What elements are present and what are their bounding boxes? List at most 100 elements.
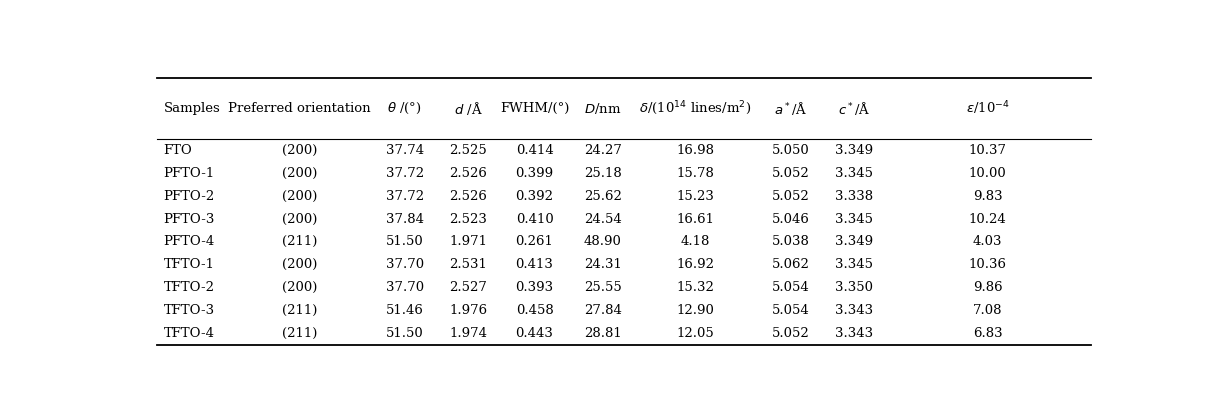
Text: 2.525: 2.525 <box>449 144 487 157</box>
Text: (200): (200) <box>281 281 317 294</box>
Text: $a^*$/Å: $a^*$/Å <box>773 100 808 117</box>
Text: 51.50: 51.50 <box>386 327 424 340</box>
Text: 1.971: 1.971 <box>449 235 487 248</box>
Text: $\varepsilon$/10$^{-4}$: $\varepsilon$/10$^{-4}$ <box>966 100 1010 117</box>
Text: (200): (200) <box>281 190 317 203</box>
Text: 3.343: 3.343 <box>836 304 873 317</box>
Text: 4.18: 4.18 <box>681 235 710 248</box>
Text: 0.413: 0.413 <box>515 258 553 271</box>
Text: 24.31: 24.31 <box>585 258 622 271</box>
Text: 10.36: 10.36 <box>968 258 1006 271</box>
Text: 3.349: 3.349 <box>836 144 873 157</box>
Text: 5.054: 5.054 <box>771 304 809 317</box>
Text: 12.05: 12.05 <box>676 327 714 340</box>
Text: 4.03: 4.03 <box>973 235 1002 248</box>
Text: 2.531: 2.531 <box>449 258 487 271</box>
Text: 0.392: 0.392 <box>515 190 553 203</box>
Text: 37.72: 37.72 <box>386 167 424 180</box>
Text: PFTO-1: PFTO-1 <box>163 167 214 180</box>
Text: 27.84: 27.84 <box>585 304 622 317</box>
Text: PFTO-4: PFTO-4 <box>163 235 214 248</box>
Text: 1.974: 1.974 <box>449 327 487 340</box>
Text: 5.038: 5.038 <box>771 235 809 248</box>
Text: $\theta$ /(°): $\theta$ /(°) <box>387 101 423 116</box>
Text: 9.86: 9.86 <box>973 281 1002 294</box>
Text: 51.50: 51.50 <box>386 235 424 248</box>
Text: 0.458: 0.458 <box>515 304 553 317</box>
Text: 37.70: 37.70 <box>386 281 424 294</box>
Text: 2.527: 2.527 <box>449 281 487 294</box>
Text: 3.345: 3.345 <box>836 167 873 180</box>
Text: 10.24: 10.24 <box>968 213 1006 226</box>
Text: 37.84: 37.84 <box>386 213 424 226</box>
Text: 28.81: 28.81 <box>585 327 622 340</box>
Text: 37.74: 37.74 <box>386 144 424 157</box>
Text: 0.393: 0.393 <box>515 281 554 294</box>
Text: 3.350: 3.350 <box>836 281 873 294</box>
Text: 3.345: 3.345 <box>836 213 873 226</box>
Text: FWHM/(°): FWHM/(°) <box>499 102 569 115</box>
Text: 10.37: 10.37 <box>968 144 1006 157</box>
Text: (211): (211) <box>281 235 317 248</box>
Text: $d$ /Å: $d$ /Å <box>454 100 482 117</box>
Text: 16.92: 16.92 <box>676 258 714 271</box>
Text: 37.72: 37.72 <box>386 190 424 203</box>
Text: (211): (211) <box>281 304 317 317</box>
Text: $D$/nm: $D$/nm <box>585 101 621 116</box>
Text: 15.78: 15.78 <box>676 167 714 180</box>
Text: Samples: Samples <box>163 102 220 115</box>
Text: 0.410: 0.410 <box>515 213 553 226</box>
Text: TFTO-4: TFTO-4 <box>163 327 214 340</box>
Text: 3.343: 3.343 <box>836 327 873 340</box>
Text: 16.98: 16.98 <box>676 144 714 157</box>
Text: 15.23: 15.23 <box>676 190 714 203</box>
Text: 25.55: 25.55 <box>585 281 622 294</box>
Text: 3.338: 3.338 <box>836 190 873 203</box>
Text: 3.345: 3.345 <box>836 258 873 271</box>
Text: 37.70: 37.70 <box>386 258 424 271</box>
Text: 12.90: 12.90 <box>676 304 714 317</box>
Text: (211): (211) <box>281 327 317 340</box>
Text: $c^*$/Å: $c^*$/Å <box>838 100 871 117</box>
Text: $\delta$/(10$^{14}$ lines/m$^2$): $\delta$/(10$^{14}$ lines/m$^2$) <box>639 100 752 117</box>
Text: 24.27: 24.27 <box>585 144 622 157</box>
Text: 5.052: 5.052 <box>771 167 809 180</box>
Text: 16.61: 16.61 <box>676 213 714 226</box>
Text: 7.08: 7.08 <box>973 304 1002 317</box>
Text: TFTO-2: TFTO-2 <box>163 281 214 294</box>
Text: 0.261: 0.261 <box>515 235 553 248</box>
Text: 5.050: 5.050 <box>771 144 809 157</box>
Text: 6.83: 6.83 <box>973 327 1002 340</box>
Text: 5.052: 5.052 <box>771 190 809 203</box>
Text: 0.443: 0.443 <box>515 327 553 340</box>
Text: TFTO-3: TFTO-3 <box>163 304 214 317</box>
Text: 2.523: 2.523 <box>449 213 487 226</box>
Text: FTO: FTO <box>163 144 192 157</box>
Text: (200): (200) <box>281 144 317 157</box>
Text: 5.062: 5.062 <box>771 258 809 271</box>
Text: 24.54: 24.54 <box>585 213 622 226</box>
Text: (200): (200) <box>281 258 317 271</box>
Text: 15.32: 15.32 <box>676 281 714 294</box>
Text: PFTO-2: PFTO-2 <box>163 190 214 203</box>
Text: PFTO-3: PFTO-3 <box>163 213 214 226</box>
Text: 1.976: 1.976 <box>449 304 487 317</box>
Text: 5.054: 5.054 <box>771 281 809 294</box>
Text: 51.46: 51.46 <box>386 304 424 317</box>
Text: TFTO-1: TFTO-1 <box>163 258 214 271</box>
Text: 48.90: 48.90 <box>585 235 622 248</box>
Text: 5.052: 5.052 <box>771 327 809 340</box>
Text: 10.00: 10.00 <box>968 167 1006 180</box>
Text: (200): (200) <box>281 213 317 226</box>
Text: Preferred orientation: Preferred orientation <box>228 102 370 115</box>
Text: 2.526: 2.526 <box>449 167 487 180</box>
Text: 9.83: 9.83 <box>973 190 1002 203</box>
Text: 0.414: 0.414 <box>515 144 553 157</box>
Text: (200): (200) <box>281 167 317 180</box>
Text: 3.349: 3.349 <box>836 235 873 248</box>
Text: 0.399: 0.399 <box>515 167 554 180</box>
Text: 2.526: 2.526 <box>449 190 487 203</box>
Text: 25.18: 25.18 <box>585 167 622 180</box>
Text: 5.046: 5.046 <box>771 213 809 226</box>
Text: 25.62: 25.62 <box>585 190 622 203</box>
